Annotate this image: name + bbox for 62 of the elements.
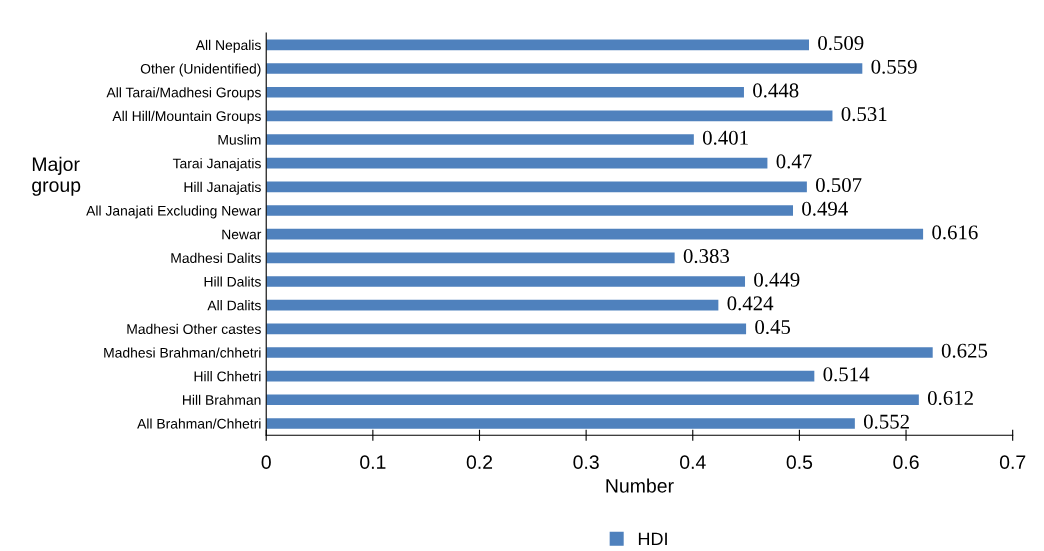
bar <box>266 252 675 264</box>
x-tick-label: 0.1 <box>360 455 386 470</box>
data-label: 0.559 <box>871 59 917 74</box>
y-tick-label: Hill Chhetri <box>194 371 261 382</box>
y-tick-label: All Brahman/Chhetri <box>137 418 261 429</box>
bar <box>266 228 924 240</box>
y-tick-label: Other (Unidentified) <box>140 63 261 77</box>
bar <box>266 394 919 406</box>
data-label: 0.45 <box>755 319 791 335</box>
data-label: 0.509 <box>818 36 864 51</box>
y-tick-label: Hill Brahman <box>183 394 261 405</box>
y-tick-label: Muslim <box>218 134 261 145</box>
data-label: 0.448 <box>753 83 799 98</box>
bar <box>266 63 863 74</box>
y-axis-title: Major group <box>32 156 81 196</box>
y-tick-label: Madhesi Other castes <box>127 323 261 334</box>
data-label: 0.383 <box>683 248 730 264</box>
y-tick-label: Tarai Janajatis <box>172 158 261 172</box>
bar <box>266 86 744 98</box>
data-label: 0.47 <box>776 154 812 169</box>
data-label: 0.494 <box>802 201 848 216</box>
x-tick-label: 0.6 <box>893 455 919 470</box>
bar <box>266 39 809 51</box>
data-label: 0.514 <box>823 367 870 382</box>
x-tick-label: 0.3 <box>573 455 599 470</box>
y-tick-label: All Janajati Excluding Newar <box>86 205 262 219</box>
y-tick-label: All Tarai/Madhesi Groups <box>106 87 261 101</box>
bar <box>266 134 694 145</box>
bar <box>266 347 933 358</box>
bar <box>266 418 855 429</box>
y-tick-label: Madhesi Dalits <box>171 252 261 263</box>
data-label: 0.449 <box>754 272 800 287</box>
bar <box>266 110 833 122</box>
bar <box>266 323 747 335</box>
x-tick-label: 0.7 <box>999 455 1026 470</box>
x-tick-label: 0.4 <box>680 455 706 470</box>
y-tick-label: Newar <box>222 229 262 240</box>
data-label: 0.625 <box>941 343 988 358</box>
y-tick-label: All Hill/Mountain Groups <box>112 110 261 124</box>
y-tick-label: Hill Dalits <box>204 276 261 287</box>
data-label: 0.552 <box>863 414 909 429</box>
data-label: 0.401 <box>702 130 748 145</box>
data-label: 0.424 <box>727 296 774 311</box>
y-tick-label: All Dalits <box>207 300 261 311</box>
bar <box>266 276 746 287</box>
y-tick-label: Madhesi Brahman/chhetri <box>104 347 261 358</box>
bar <box>266 181 807 193</box>
x-tick-label: 0.2 <box>466 455 493 470</box>
bar <box>266 205 794 216</box>
bar <box>266 299 719 311</box>
bar <box>266 157 768 169</box>
y-tick-label: All Nepalis <box>195 39 261 53</box>
data-label: 0.616 <box>932 225 978 240</box>
data-label: 0.507 <box>816 178 862 193</box>
data-label: 0.612 <box>927 390 973 406</box>
x-tick-label: 0.5 <box>786 455 813 470</box>
bar <box>266 370 815 382</box>
legend-label: HDI <box>638 532 667 546</box>
y-tick-label: Hill Janajatis <box>184 181 261 195</box>
x-axis-title: Number <box>606 478 674 493</box>
data-label: 0.531 <box>841 107 887 122</box>
x-tick-label: 0 <box>261 455 271 470</box>
